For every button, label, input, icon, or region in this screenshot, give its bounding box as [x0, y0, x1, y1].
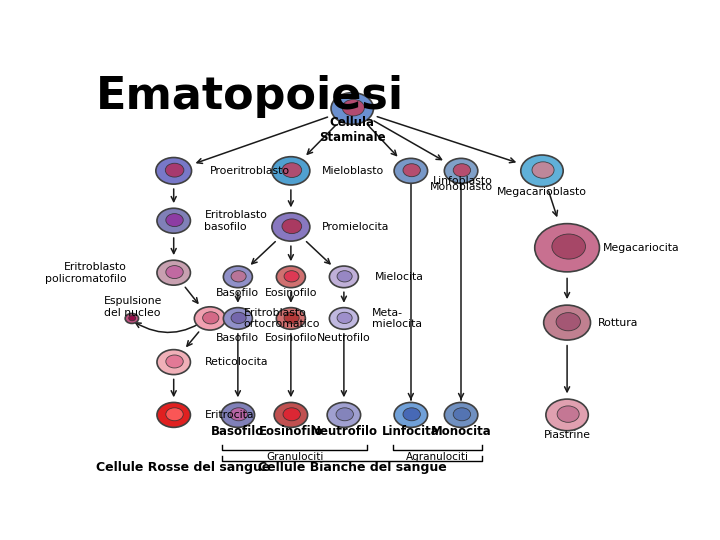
Circle shape	[282, 219, 302, 234]
Circle shape	[329, 308, 359, 329]
Circle shape	[444, 402, 478, 427]
Circle shape	[231, 312, 246, 323]
Text: Megacarioblasto: Megacarioblasto	[497, 187, 587, 197]
Text: Piastrine: Piastrine	[544, 430, 590, 440]
Circle shape	[557, 406, 579, 422]
Circle shape	[166, 214, 184, 227]
Circle shape	[194, 307, 225, 330]
Circle shape	[342, 99, 364, 116]
Circle shape	[272, 157, 310, 185]
Text: Linfocita: Linfocita	[382, 425, 440, 438]
Text: Basofilo: Basofilo	[216, 333, 259, 343]
Circle shape	[336, 408, 354, 421]
Circle shape	[223, 266, 253, 288]
Circle shape	[166, 163, 184, 177]
Text: Eritrocita: Eritrocita	[204, 410, 254, 420]
Circle shape	[337, 271, 352, 282]
Circle shape	[221, 402, 255, 427]
Text: Reticolocita: Reticolocita	[204, 357, 268, 367]
Circle shape	[546, 399, 588, 431]
Circle shape	[284, 312, 299, 323]
Circle shape	[556, 313, 580, 331]
Circle shape	[535, 224, 600, 272]
Circle shape	[337, 312, 352, 323]
Text: Monocita: Monocita	[431, 425, 492, 438]
Circle shape	[276, 308, 305, 329]
Text: Mielocita: Mielocita	[374, 272, 423, 282]
Circle shape	[403, 408, 420, 421]
Circle shape	[453, 408, 471, 421]
Text: Neutrofilo: Neutrofilo	[310, 425, 377, 438]
Text: Cellula
Staminale: Cellula Staminale	[319, 117, 386, 145]
Text: Ematopoiesi: Ematopoiesi	[96, 75, 404, 118]
Text: Linfoblasto: Linfoblasto	[433, 176, 493, 186]
Text: Promielocita: Promielocita	[322, 222, 389, 232]
Text: Eosinofilo: Eosinofilo	[258, 425, 323, 438]
Text: Granulociti: Granulociti	[266, 453, 323, 462]
Text: Basofilo: Basofilo	[211, 425, 264, 438]
Text: Agranulociti: Agranulociti	[406, 453, 469, 462]
Circle shape	[202, 312, 219, 324]
Text: Monoblasto: Monoblasto	[430, 182, 492, 192]
Circle shape	[284, 271, 299, 282]
Text: Rottura: Rottura	[598, 318, 638, 328]
Circle shape	[331, 93, 374, 124]
Circle shape	[230, 408, 248, 421]
Text: Eritroblasto
policromatofilo: Eritroblasto policromatofilo	[45, 262, 126, 284]
Text: Mieloblasto: Mieloblasto	[322, 166, 384, 176]
Text: Neutrofilo: Neutrofilo	[317, 333, 371, 343]
Circle shape	[223, 308, 253, 329]
Circle shape	[156, 158, 192, 184]
Circle shape	[166, 266, 184, 279]
Text: Proeritroblasto: Proeritroblasto	[210, 166, 290, 176]
Circle shape	[394, 402, 428, 427]
Text: Eosinofilo: Eosinofilo	[265, 288, 317, 298]
Circle shape	[129, 315, 135, 321]
Text: Espulsione
del nucleo: Espulsione del nucleo	[104, 296, 162, 318]
Circle shape	[329, 266, 359, 288]
Text: Cellule Bianche del sangue: Cellule Bianche del sangue	[258, 461, 446, 474]
Circle shape	[532, 162, 554, 178]
Circle shape	[521, 155, 563, 187]
Text: Eosinofilo: Eosinofilo	[265, 333, 317, 343]
Text: Cellule Rosse del sangue: Cellule Rosse del sangue	[96, 461, 270, 474]
Circle shape	[403, 164, 420, 177]
Text: Basofilo: Basofilo	[216, 288, 259, 298]
Text: Meta-
mielocita: Meta- mielocita	[372, 308, 422, 329]
Circle shape	[544, 305, 590, 340]
Circle shape	[272, 213, 310, 241]
Circle shape	[231, 271, 246, 282]
Circle shape	[157, 349, 191, 375]
Circle shape	[444, 158, 478, 183]
Circle shape	[166, 355, 184, 368]
Circle shape	[283, 408, 300, 421]
Circle shape	[125, 313, 138, 323]
Circle shape	[276, 266, 305, 288]
Circle shape	[166, 408, 184, 421]
Circle shape	[327, 402, 361, 427]
Circle shape	[157, 208, 191, 233]
Text: Eritroblasto
basofilo: Eritroblasto basofilo	[204, 210, 267, 232]
Circle shape	[552, 234, 585, 259]
Circle shape	[453, 164, 471, 177]
Circle shape	[394, 158, 428, 183]
Text: Eritroblasto
ortocromatico: Eritroblasto ortocromatico	[243, 308, 320, 329]
Circle shape	[157, 260, 191, 285]
Circle shape	[274, 402, 307, 427]
Circle shape	[282, 163, 302, 178]
Circle shape	[157, 402, 191, 427]
Text: Megacariocita: Megacariocita	[603, 243, 680, 253]
